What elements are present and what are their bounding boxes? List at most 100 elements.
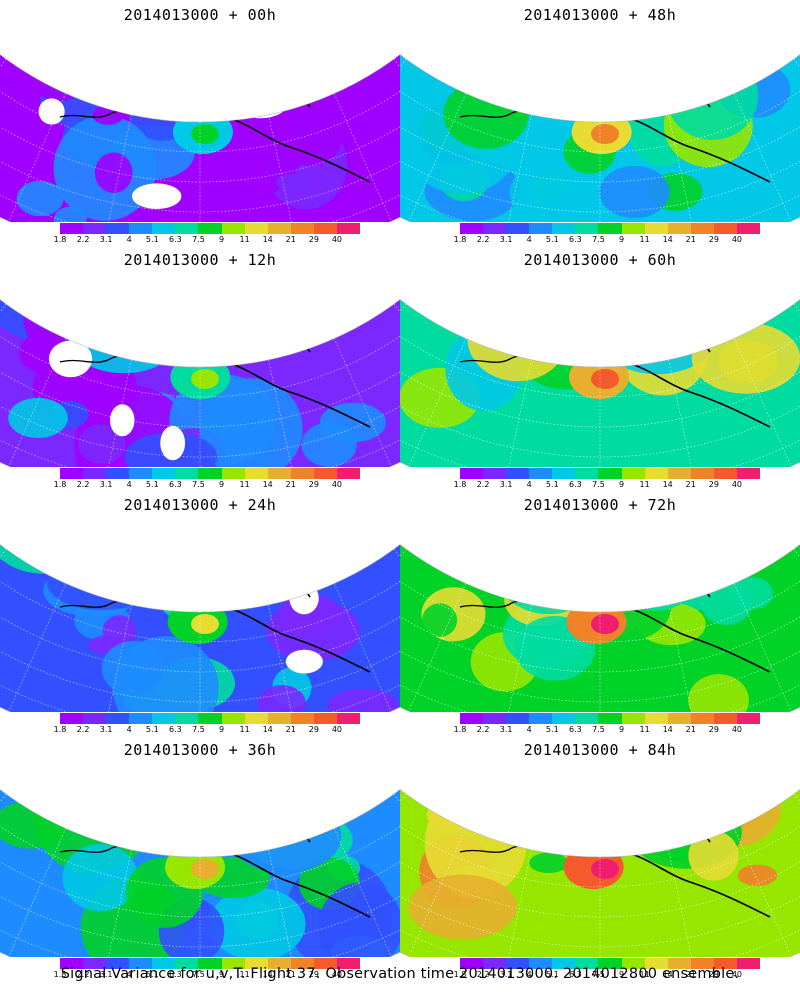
colorbar-tick-label: 4 — [126, 970, 132, 979]
colorbar-swatch — [483, 713, 507, 724]
colorbar-tick-label: 5.1 — [545, 970, 559, 979]
map-panel: 2014013000 + 84h 1.8 2.2 3.1 4 5.1 6.3 7.5 9 11 14… — [400, 735, 800, 980]
colorbar-tick-label: 3.1 — [499, 970, 513, 979]
map-panel: 2014013000 + 36h 1.8 2.2 3.1 4 5.1 6.3 7.5 9 11 14… — [0, 735, 400, 980]
colorbar-swatch — [221, 468, 245, 479]
colorbar-tick-label: 6.3 — [169, 480, 182, 489]
colorbar-tick-label: 40 — [731, 235, 743, 244]
colorbar-swatch — [313, 958, 337, 969]
colorbar-tick-label: 4 — [526, 235, 532, 244]
colorbar-tick-label: 3.1 — [99, 970, 113, 979]
colorbar-tick-label: 1.8 — [453, 235, 467, 244]
colorbar-swatch — [175, 958, 199, 969]
colorbar-swatch — [713, 713, 737, 724]
colorbar-tick-label: 11 — [239, 725, 250, 734]
panel-title: 2014013000 + 36h — [123, 741, 277, 759]
colorbar-tick-label: 21 — [685, 970, 696, 979]
colorbar-swatch — [460, 223, 484, 234]
colorbar — [460, 958, 761, 969]
colorbar-tick-label: 6.3 — [569, 235, 582, 244]
colorbar-swatch — [690, 223, 714, 234]
colorbar-swatch — [667, 713, 691, 724]
colorbar-tick-label: 40 — [331, 235, 343, 244]
colorbar-tick-label: 29 — [708, 970, 719, 979]
colorbar-tick-label: 9 — [218, 970, 225, 979]
colorbar-swatch — [244, 958, 268, 969]
colorbar-tick-label: 1.8 — [53, 235, 67, 244]
colorbar-swatch — [267, 958, 291, 969]
colorbar-tick-label: 3.1 — [499, 725, 513, 734]
colorbar-tick-label: 5.1 — [545, 480, 559, 489]
colorbar-swatch — [483, 468, 507, 479]
colorbar — [60, 713, 361, 724]
colorbar-swatch — [313, 223, 337, 234]
colorbar-swatch — [529, 468, 553, 479]
colorbar-swatch — [106, 468, 130, 479]
colorbar-tick-label: 6.3 — [169, 725, 182, 734]
map-panel: 2014013000 + 48h 1.8 2.2 3.1 4 5.1 6.3 7.5 9 11 14… — [400, 0, 800, 245]
colorbar-tick-label: 4 — [126, 235, 132, 244]
colorbar-ticks: 1.8 2.2 3.1 4 5.1 6.3 7.5 9 11 14 21 29 40 — [454, 480, 760, 490]
colorbar-tick-label: 2.2 — [476, 480, 490, 489]
colorbar-swatch — [290, 958, 314, 969]
colorbar-swatch — [483, 223, 507, 234]
map-panel: 2014013000 + 60h 1.8 2.2 3.1 4 5.1 6.3 7.5 9 11 14… — [400, 245, 800, 490]
colorbar-swatch — [529, 223, 553, 234]
colorbar-tick-label: 14 — [662, 235, 673, 244]
colorbar-swatch — [690, 468, 714, 479]
colorbar-tick-label: 29 — [308, 725, 319, 734]
colorbar-tick-label: 40 — [731, 970, 743, 979]
colorbar-swatch — [267, 223, 291, 234]
colorbar-swatch — [152, 958, 176, 969]
colorbar-swatch — [713, 223, 737, 234]
colorbar-swatch — [152, 223, 176, 234]
colorbar-swatch — [313, 713, 337, 724]
colorbar-swatch — [713, 468, 737, 479]
colorbar-tick-label: 14 — [262, 480, 273, 489]
colorbar-ticks: 1.8 2.2 3.1 4 5.1 6.3 7.5 9 11 14 21 29 40 — [54, 235, 360, 245]
colorbar-tick-label: 4 — [126, 725, 132, 734]
colorbar — [460, 468, 761, 479]
colorbar-swatch — [598, 223, 622, 234]
colorbar-tick-label: 11 — [639, 235, 650, 244]
colorbar-tick-label: 3.1 — [99, 725, 113, 734]
colorbar-tick-label: 21 — [285, 970, 296, 979]
colorbar-tick-label: 5.1 — [545, 235, 559, 244]
colorbar-swatch — [152, 468, 176, 479]
colorbar — [60, 223, 361, 234]
colorbar-swatch — [621, 713, 645, 724]
colorbar-ticks: 1.8 2.2 3.1 4 5.1 6.3 7.5 9 11 14 21 29 40 — [454, 970, 760, 980]
colorbar-tick-label: 40 — [331, 480, 343, 489]
colorbar-swatch — [552, 713, 576, 724]
colorbar-ticks: 1.8 2.2 3.1 4 5.1 6.3 7.5 9 11 14 21 29 40 — [54, 970, 360, 980]
colorbar-swatch — [221, 958, 245, 969]
colorbar-tick-label: 6.3 — [169, 235, 182, 244]
colorbar-tick-label: 21 — [685, 480, 696, 489]
colorbar-swatch — [575, 958, 599, 969]
colorbar-tick-label: 7.5 — [192, 235, 205, 244]
colorbar-tick-label: 2.2 — [476, 970, 490, 979]
variance-map — [0, 519, 400, 712]
colorbar-tick-label: 4 — [126, 480, 132, 489]
colorbar-tick-label: 7.5 — [592, 725, 605, 734]
colorbar-tick-label: 1.8 — [453, 480, 467, 489]
colorbar-swatch — [736, 713, 761, 724]
colorbar-swatch — [644, 958, 668, 969]
colorbar-tick-label: 2.2 — [76, 970, 90, 979]
figure-caption: Signal Variance for u,v,T. Flight 37. Ob… — [60, 966, 740, 982]
colorbar-swatch — [575, 713, 599, 724]
variance-map — [0, 29, 400, 222]
colorbar-tick-label: 14 — [262, 235, 273, 244]
colorbar-swatch — [690, 713, 714, 724]
colorbar-tick-label: 21 — [285, 480, 296, 489]
colorbar-swatch — [506, 468, 530, 479]
colorbar-swatch — [506, 958, 530, 969]
colorbar-tick-label: 11 — [239, 480, 250, 489]
colorbar-swatch — [552, 468, 576, 479]
colorbar-tick-label: 1.8 — [53, 725, 67, 734]
colorbar-swatch — [483, 958, 507, 969]
colorbar-tick-label: 11 — [639, 970, 650, 979]
variance-map — [400, 274, 800, 467]
colorbar-tick-label: 9 — [618, 970, 625, 979]
colorbar-tick-label: 6.3 — [569, 970, 582, 979]
